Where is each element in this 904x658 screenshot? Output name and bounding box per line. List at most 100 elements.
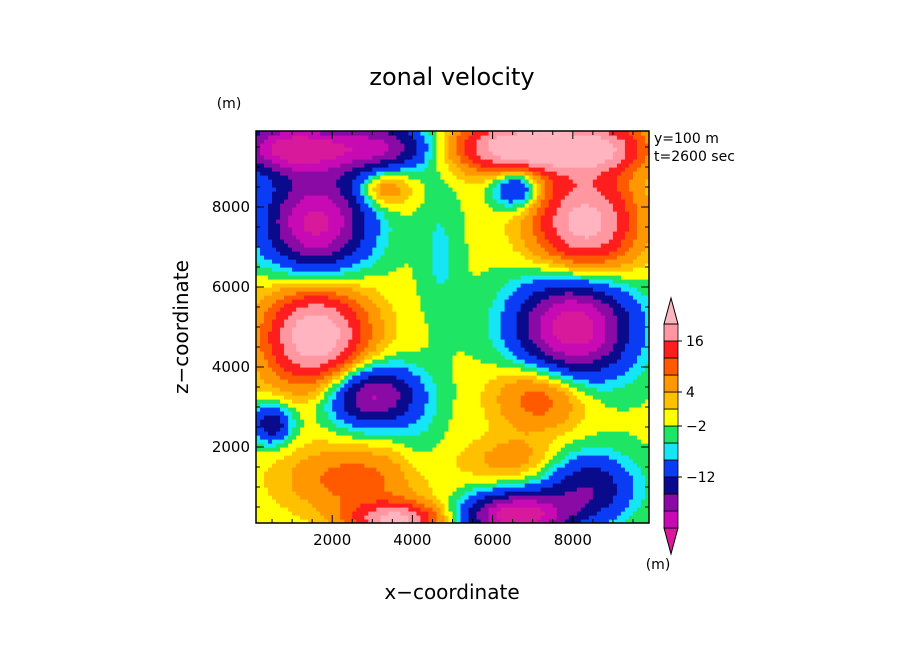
field-cell — [284, 399, 289, 404]
field-cell — [308, 515, 313, 520]
field-cell — [452, 455, 458, 460]
field-cell — [556, 319, 562, 324]
field-cell — [308, 511, 313, 516]
field-cell — [408, 411, 413, 416]
field-cell — [428, 455, 434, 460]
field-cell — [552, 467, 558, 472]
field-cell — [548, 327, 554, 332]
field-cell — [636, 347, 642, 352]
field-cell — [508, 491, 514, 496]
field-cell — [552, 355, 558, 360]
field-cell — [272, 323, 277, 328]
field-cell — [288, 319, 293, 324]
field-cell — [336, 347, 341, 352]
field-cell — [560, 371, 566, 376]
field-cell — [428, 499, 434, 504]
field-cell — [352, 319, 357, 324]
field-cell — [484, 427, 490, 432]
field-cell — [428, 355, 434, 360]
field-cell — [456, 327, 462, 332]
field-cell — [400, 459, 405, 464]
field-cell — [284, 351, 289, 356]
field-cell — [508, 379, 514, 384]
field-cell — [488, 507, 494, 512]
field-cell — [636, 451, 642, 456]
field-cell — [360, 455, 365, 460]
field-cell — [620, 355, 626, 360]
field-cell — [484, 367, 490, 372]
field-cell — [360, 479, 365, 484]
field-cell — [632, 411, 638, 416]
field-cell — [412, 511, 418, 516]
field-cell — [644, 503, 649, 508]
field-cell — [488, 407, 494, 412]
field-cell — [612, 503, 618, 508]
field-cell — [460, 415, 466, 420]
field-cell — [420, 407, 426, 412]
field-cell — [412, 447, 418, 452]
field-cell — [440, 379, 446, 384]
field-cell — [288, 479, 293, 484]
field-cell — [296, 475, 301, 480]
field-cell — [560, 363, 566, 368]
field-cell — [484, 347, 490, 352]
field-cell — [584, 479, 590, 484]
field-cell — [584, 447, 590, 452]
field-cell — [352, 323, 357, 328]
field-cell — [464, 423, 470, 428]
field-cell — [420, 475, 426, 480]
field-cell — [520, 491, 526, 496]
field-cell — [464, 395, 470, 400]
field-cell — [332, 475, 337, 480]
field-cell — [432, 431, 438, 436]
field-cell — [496, 455, 502, 460]
field-cell — [512, 331, 518, 336]
field-cell — [572, 411, 578, 416]
field-cell — [364, 363, 369, 368]
field-cell — [532, 499, 538, 504]
field-cell — [600, 323, 606, 328]
field-cell — [256, 327, 261, 332]
field-cell — [644, 339, 649, 344]
field-cell — [620, 487, 626, 492]
field-cell — [392, 459, 397, 464]
field-cell — [540, 379, 546, 384]
field-cell — [432, 491, 438, 496]
field-cell — [364, 371, 369, 376]
field-cell — [292, 519, 297, 523]
field-cell — [436, 471, 442, 476]
field-cell — [380, 411, 385, 416]
field-cell — [288, 491, 293, 496]
field-cell — [636, 503, 642, 508]
field-cell — [536, 323, 542, 328]
field-cell — [508, 383, 514, 388]
field-cell — [528, 467, 534, 472]
field-cell — [312, 479, 317, 484]
field-cell — [324, 451, 329, 456]
field-cell — [592, 519, 598, 523]
field-cell — [576, 411, 582, 416]
field-cell — [584, 391, 590, 396]
field-cell — [524, 455, 530, 460]
field-cell — [276, 439, 281, 444]
field-cell — [608, 383, 614, 388]
field-cell — [424, 383, 430, 388]
field-cell — [460, 503, 466, 508]
field-cell — [544, 387, 550, 392]
field-cell — [356, 323, 361, 328]
field-cell — [504, 347, 510, 352]
field-cell — [396, 323, 401, 328]
field-cell — [620, 443, 626, 448]
field-cell — [580, 411, 586, 416]
field-cell — [540, 431, 546, 436]
field-cell — [580, 387, 586, 392]
field-cell — [416, 339, 422, 344]
field-cell — [320, 483, 325, 488]
field-cell — [476, 375, 482, 380]
field-cell — [636, 431, 642, 436]
field-cell — [600, 411, 606, 416]
field-cell — [576, 347, 582, 352]
field-cell — [520, 423, 526, 428]
field-cell — [320, 403, 325, 408]
field-cell — [316, 475, 321, 480]
